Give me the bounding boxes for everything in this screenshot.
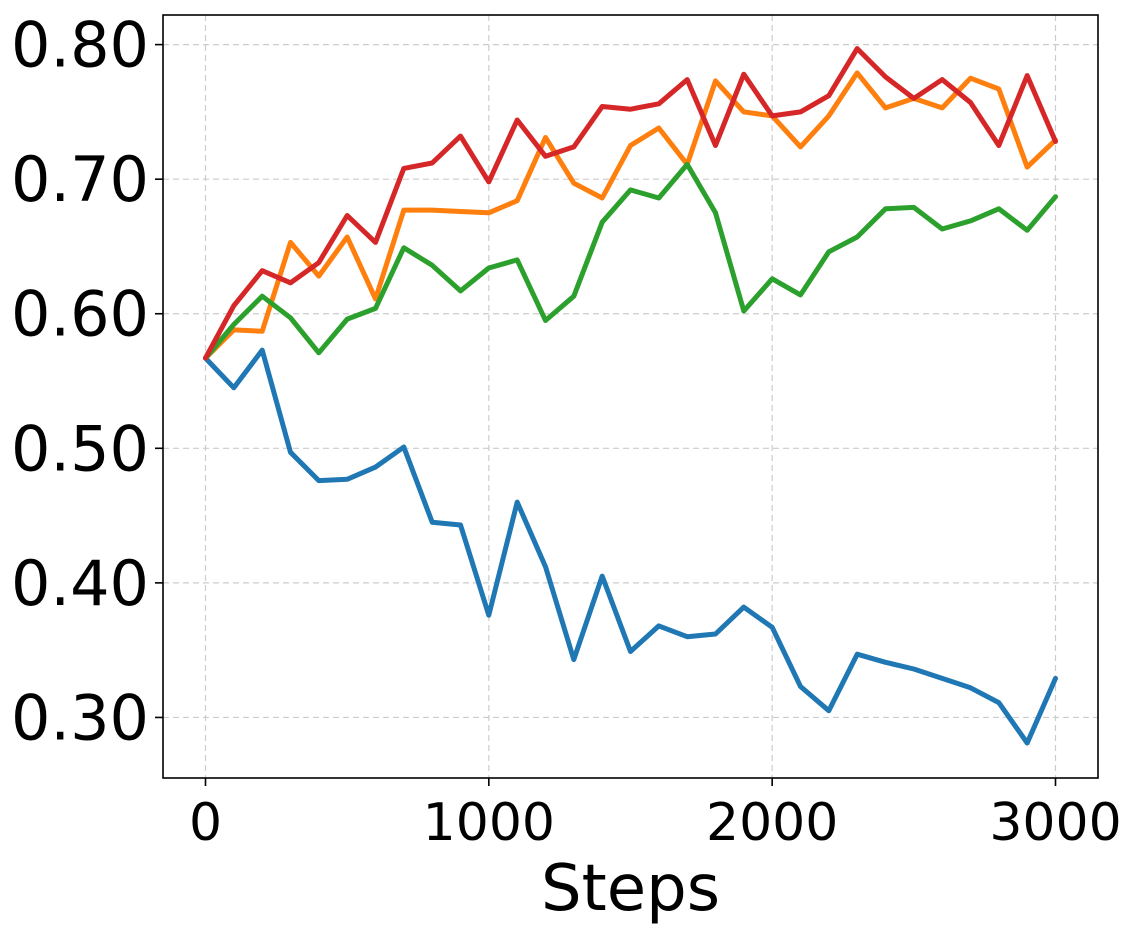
- series-lines: [203, 46, 1058, 746]
- x-tick-label: 1000: [423, 793, 555, 853]
- x-tick-label: 2000: [706, 793, 838, 853]
- y-tick-label: 0.30: [11, 681, 149, 754]
- series-line-4: [203, 46, 1058, 361]
- plot-frame: [162, 14, 1099, 779]
- y-axis-ticks: 0.30 0.40 0.50 0.60 0.70 0.80: [11, 9, 163, 754]
- x-axis-ticks: 0 1000 2000 3000: [189, 778, 1122, 853]
- y-tick-label: 0.70: [11, 143, 149, 216]
- y-tick-label: 0.40: [11, 547, 149, 620]
- x-tick-label: 0: [189, 793, 222, 853]
- y-tick-label: 0.50: [11, 412, 149, 485]
- x-axis-label: Steps: [541, 852, 720, 926]
- grid: [163, 15, 1098, 778]
- series-line-1: [203, 347, 1058, 746]
- y-tick-label: 0.60: [11, 278, 149, 351]
- y-tick-label: 0.80: [11, 9, 149, 82]
- x-tick-label: 3000: [989, 793, 1121, 853]
- series-line-3: [203, 161, 1058, 361]
